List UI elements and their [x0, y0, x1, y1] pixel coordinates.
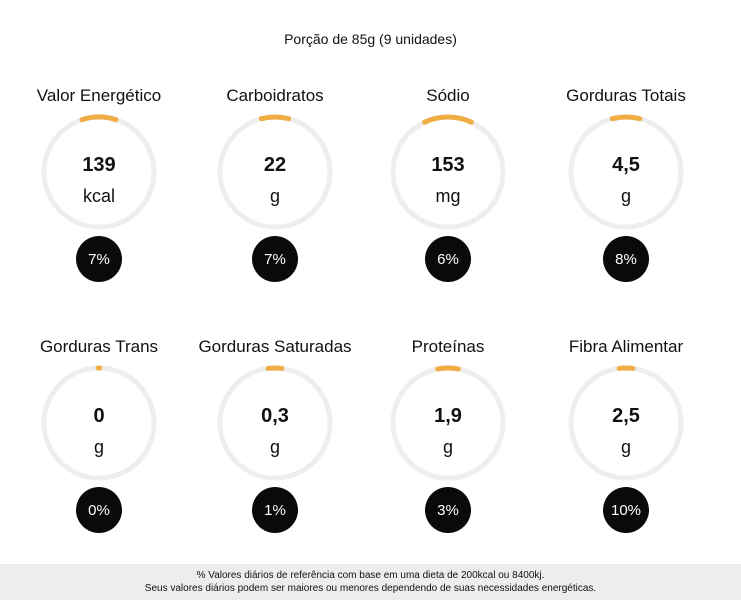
daily-value-badge: 0% [76, 487, 122, 533]
ring-progress-arc [390, 114, 506, 230]
nutrient-label: Gorduras Totais [566, 86, 686, 105]
nutrient-ring: 4,5 g [568, 114, 684, 230]
nutrient-ring: 139 kcal [41, 114, 157, 230]
footer-line-1: % Valores diários de referência com base… [196, 570, 545, 581]
daily-value-badge: 7% [252, 236, 298, 282]
nutrient-unit: g [269, 186, 280, 206]
nutrient-label: Gorduras Saturadas [198, 337, 352, 356]
nutrient-label: Valor Energético [36, 86, 162, 105]
nutrient-unit: g [620, 437, 631, 457]
nutrient-value: 0,3 [261, 405, 289, 427]
nutrient-label: Proteínas [411, 337, 485, 356]
ring-progress-arc [568, 365, 684, 481]
nutrient-unit: g [269, 437, 280, 457]
nutrient-card: Sódio 153 mg 6% [363, 86, 533, 326]
ring-progress-arc [41, 365, 157, 481]
nutrient-card: Proteínas 1,9 g 3% [363, 337, 533, 577]
daily-value-badge: 8% [603, 236, 649, 282]
nutrient-value: 139 [82, 154, 116, 176]
nutrient-value: 0 [93, 405, 105, 427]
nutrient-label: Fibra Alimentar [568, 337, 684, 356]
ring-progress-arc [217, 114, 333, 230]
nutrient-card: Gorduras Totais 4,5 g 8% [541, 86, 711, 326]
nutrient-unit: g [620, 186, 631, 206]
nutrient-label: Sódio [426, 86, 470, 105]
nutrient-card: Valor Energético 139 kcal 7% [14, 86, 184, 326]
daily-value-badge: 1% [252, 487, 298, 533]
nutrient-unit: g [442, 437, 453, 457]
nutrient-ring: 2,5 g [568, 365, 684, 481]
daily-value-badge: 3% [425, 487, 471, 533]
nutrient-value: 153 [431, 154, 465, 176]
nutrient-unit: kcal [82, 186, 115, 206]
daily-value-badge: 10% [603, 487, 649, 533]
portion-title: Porção de 85g (9 unidades) [284, 31, 457, 47]
daily-value-badge: 6% [425, 236, 471, 282]
nutrient-unit: g [93, 437, 104, 457]
ring-progress-arc [217, 365, 333, 481]
footer-line-2: Seus valores diários podem ser maiores o… [144, 583, 597, 594]
nutrient-card: Carboidratos 22 g 7% [190, 86, 360, 326]
ring-progress-arc [41, 114, 157, 230]
nutrient-ring: 0,3 g [217, 365, 333, 481]
daily-value-badge: 7% [76, 236, 122, 282]
nutrient-value: 4,5 [612, 154, 640, 176]
nutrient-label: Gorduras Trans [39, 337, 159, 356]
nutrient-ring: 22 g [217, 114, 333, 230]
ring-progress-arc [390, 365, 506, 481]
nutrient-unit: mg [435, 186, 461, 206]
nutrient-card: Gorduras Trans 0 g 0% [14, 337, 184, 577]
nutrient-ring: 1,9 g [390, 365, 506, 481]
nutrient-value: 1,9 [434, 405, 462, 427]
footer-note: % Valores diários de referência com base… [0, 564, 741, 600]
nutrient-card: Gorduras Saturadas 0,3 g 1% [190, 337, 360, 577]
ring-progress-arc [568, 114, 684, 230]
nutrient-ring: 153 mg [390, 114, 506, 230]
nutrient-value: 22 [263, 154, 287, 176]
nutrient-value: 2,5 [612, 405, 640, 427]
nutrient-card: Fibra Alimentar 2,5 g 10% [541, 337, 711, 577]
nutrient-label: Carboidratos [226, 86, 324, 105]
